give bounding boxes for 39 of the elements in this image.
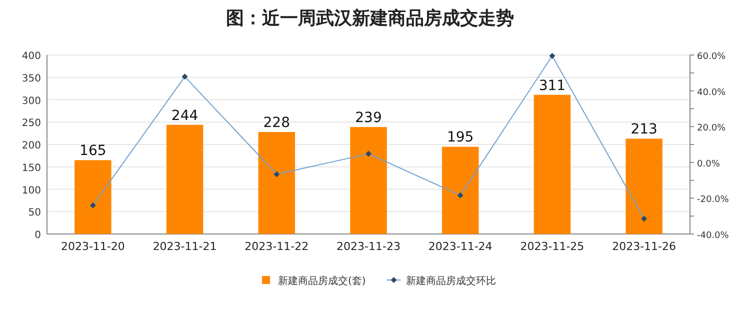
y2-tick-label: -20.0% xyxy=(697,195,730,206)
data-label: 239 xyxy=(355,110,382,126)
data-label: 228 xyxy=(263,114,290,131)
y-tick-label: 200 xyxy=(22,140,41,152)
x-tick-label: 2023-11-21 xyxy=(152,240,217,253)
bar xyxy=(258,132,296,234)
y-tick-label: 0 xyxy=(34,230,41,241)
x-tick-label: 2023-11-20 xyxy=(60,240,125,253)
bar xyxy=(534,94,571,234)
y2-tick-label: -40.0% xyxy=(697,231,730,241)
y2-tick-label: 20.0% xyxy=(697,124,726,134)
y-tick-label: 150 xyxy=(22,162,41,174)
x-tick-label: 2023-11-24 xyxy=(428,240,492,253)
bar xyxy=(442,146,479,234)
bar xyxy=(74,160,112,234)
bar xyxy=(626,138,662,234)
y2-tick-label: 0.0% xyxy=(697,159,720,170)
y-tick-label: 300 xyxy=(22,96,41,107)
data-label: 213 xyxy=(630,122,658,138)
data-label: 195 xyxy=(446,130,474,146)
x-tick-label: 2023-11-22 xyxy=(244,240,309,253)
x-tick-label: 2023-11-23 xyxy=(336,240,400,253)
y-tick-label: 350 xyxy=(22,73,41,84)
bar xyxy=(166,124,204,234)
y-tick-label: 100 xyxy=(22,185,41,196)
y-tick-label: 250 xyxy=(22,118,41,130)
x-tick-label: 2023-11-26 xyxy=(612,240,676,253)
legend-label: 新建商品房成交(套) xyxy=(278,275,366,287)
data-label: 165 xyxy=(80,143,106,160)
data-label: 311 xyxy=(538,78,566,94)
data-label: 244 xyxy=(171,108,198,124)
bar xyxy=(350,127,387,234)
legend-label: 新建商品房成交环比 xyxy=(406,275,496,287)
y2-tick-label: 60.0% xyxy=(697,52,726,62)
y2-tick-label: 40.0% xyxy=(697,88,726,98)
y-tick-label: 400 xyxy=(22,51,41,62)
x-tick-label: 2023-11-25 xyxy=(520,240,584,253)
y-tick-label: 50 xyxy=(28,208,41,219)
chart-title: 图：近一周武汉新建商品房成交走势 xyxy=(226,8,514,29)
